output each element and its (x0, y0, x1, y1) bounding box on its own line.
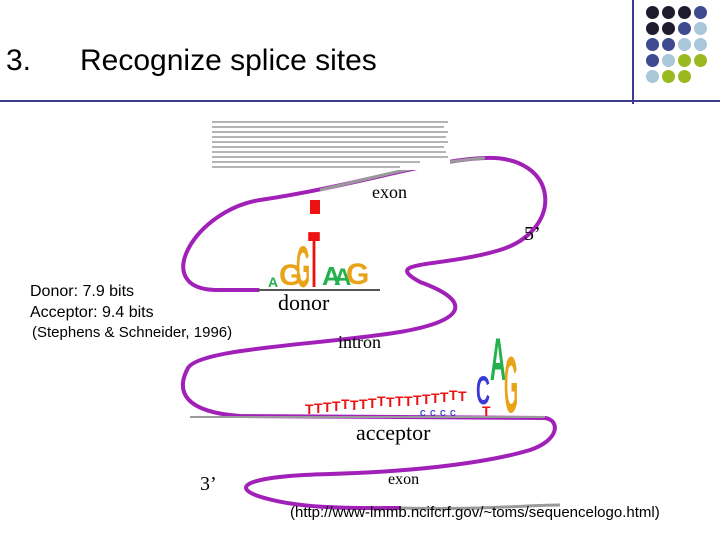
dot-icon (662, 54, 675, 67)
dot-icon (694, 22, 707, 35)
svg-text:T: T (332, 398, 341, 414)
citation-caption: (Stephens & Schneider, 1996) (32, 324, 233, 341)
slide-title: Recognize splice sites (80, 44, 377, 77)
donor-logo-letter: A (268, 274, 278, 290)
svg-text:T: T (413, 392, 422, 408)
acceptor-label: acceptor (356, 420, 431, 445)
dot-icon (678, 6, 691, 19)
dot-icon (662, 38, 675, 51)
svg-text:T: T (323, 399, 332, 415)
five-prime-label: 5’ (524, 223, 541, 245)
svg-text:T: T (440, 389, 449, 405)
acceptor-logo-letter: T (482, 403, 491, 419)
source-url-caption: (http://www-lmmb.ncifcrf.gov/~toms/seque… (290, 504, 660, 521)
dot-icon (678, 70, 691, 83)
acceptor-logo-letter: C (476, 369, 490, 413)
svg-text:T: T (422, 391, 431, 407)
three-prime-label: 3’ (200, 473, 217, 495)
donor-logo: A G G T A A G (258, 200, 380, 304)
donor-logo-letter: A (334, 264, 351, 291)
exon-top-label: exon (372, 182, 407, 202)
dot-icon (694, 38, 707, 51)
acceptor-logo-letter: G (504, 340, 518, 429)
dot-icon (694, 6, 707, 19)
dot-icon (694, 54, 707, 67)
dot-icon (662, 6, 675, 19)
donor-bits-caption: Donor: 7.9 bits (30, 283, 135, 300)
svg-text:T: T (431, 390, 440, 406)
dot-icon (646, 6, 659, 19)
acceptor-bits-caption: Acceptor: 9.4 bits (30, 304, 154, 321)
donor-logo-letter: A (322, 261, 341, 291)
svg-text:T: T (368, 395, 377, 411)
svg-text:T: T (386, 394, 395, 410)
title-horizontal-rule (0, 100, 720, 102)
donor-logo-letter: G (279, 259, 302, 292)
donor-logo-t-block (310, 200, 320, 214)
scanned-text-block (210, 118, 450, 170)
svg-text:T: T (449, 387, 458, 403)
svg-text:T: T (314, 400, 323, 416)
svg-text:T: T (395, 393, 404, 409)
dot-icon (646, 70, 659, 83)
svg-text:T: T (377, 393, 386, 409)
svg-text:T: T (404, 393, 413, 409)
acceptor-logo-letter: A (490, 326, 506, 393)
dot-icon (662, 22, 675, 35)
dot-icon (646, 22, 659, 35)
slide-number: 3. (6, 44, 32, 77)
dot-icon (646, 38, 659, 51)
title-vertical-rule (632, 0, 634, 104)
svg-text:T: T (305, 401, 314, 417)
exon-bottom-label: exon (388, 471, 419, 488)
dot-icon (678, 38, 691, 51)
dot-icon (678, 22, 691, 35)
intron-label: intron (338, 332, 381, 352)
donor-logo-letter: G (296, 235, 310, 300)
svg-text:C: C (450, 409, 456, 418)
exon-segment-top (319, 156, 486, 192)
donor-logo-letter: G (346, 258, 369, 291)
pre-mrna-tail (399, 503, 561, 510)
svg-text:C: C (420, 409, 426, 418)
dot-icon (646, 54, 659, 67)
dot-icon (678, 54, 691, 67)
dot-icon (662, 70, 675, 83)
svg-text:T: T (350, 397, 359, 413)
svg-text:T: T (341, 396, 350, 412)
svg-text:T: T (359, 396, 368, 412)
svg-text:T: T (458, 388, 467, 404)
svg-text:C: C (430, 409, 436, 418)
donor-label: donor (278, 290, 330, 315)
svg-text:C: C (440, 409, 446, 418)
donor-logo-letter: T (308, 215, 320, 304)
